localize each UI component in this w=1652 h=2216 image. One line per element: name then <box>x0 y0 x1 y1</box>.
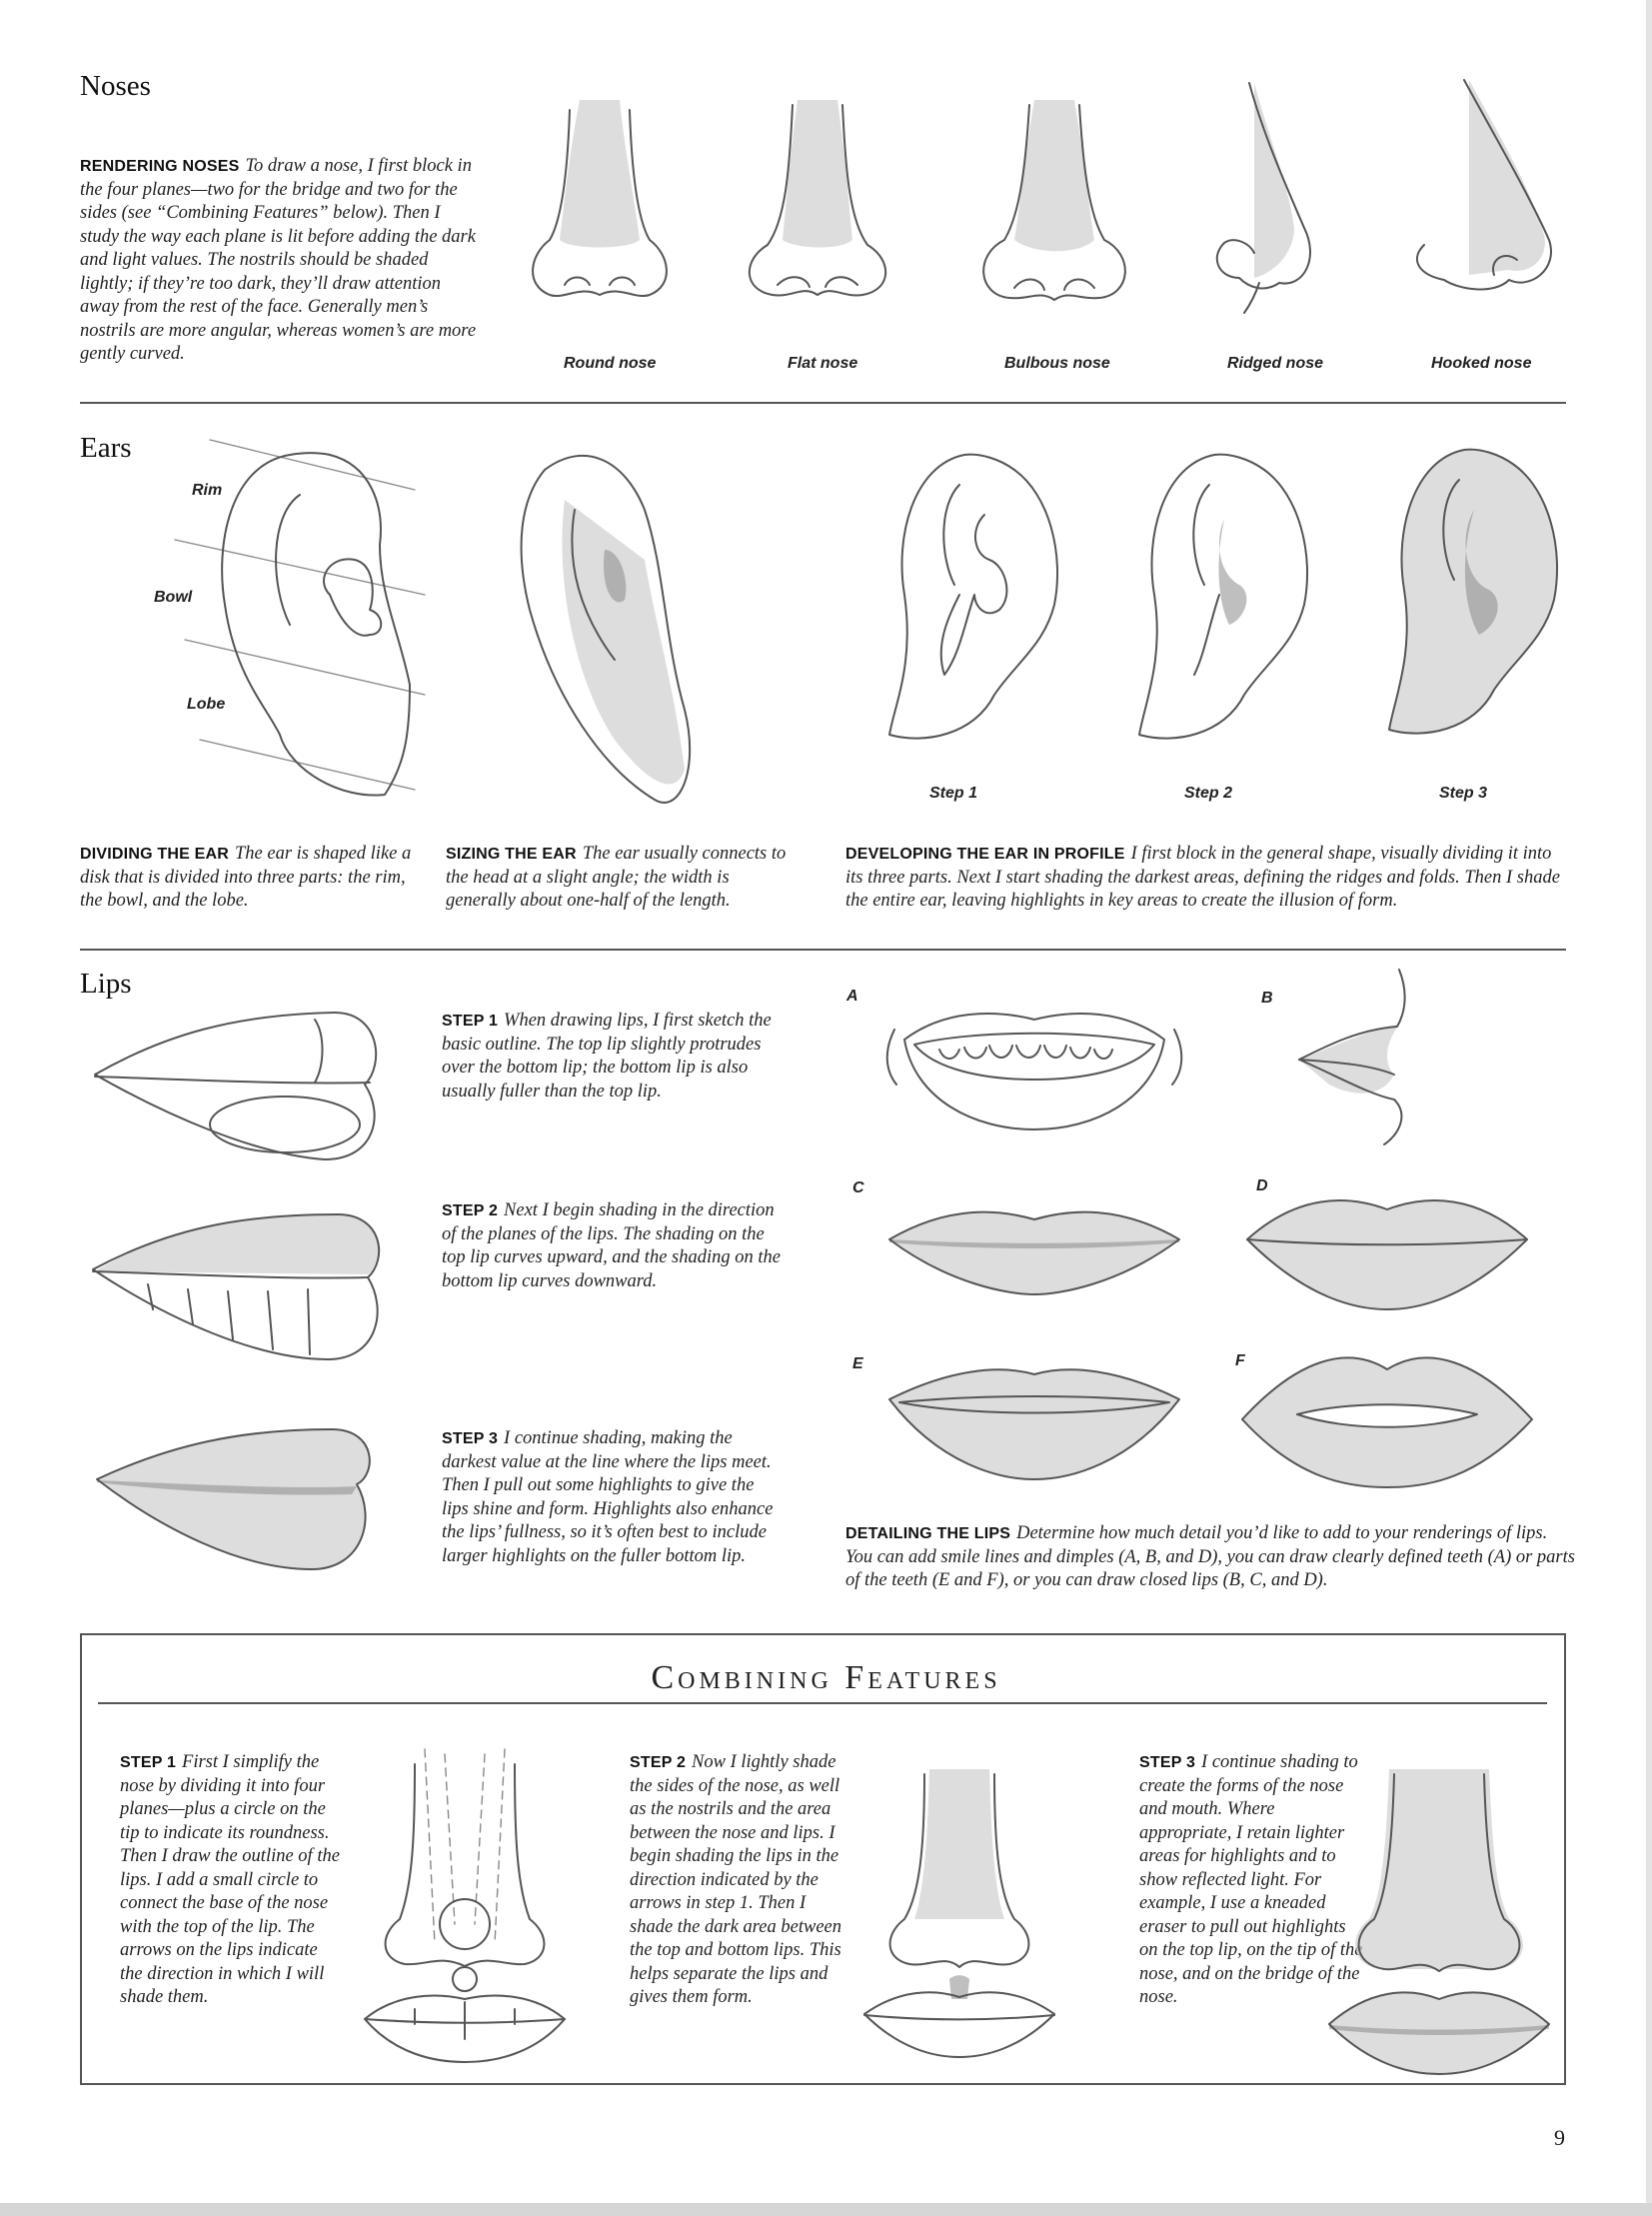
detailing-lips-lead: DETAILING THE LIPS <box>845 1525 1011 1542</box>
sizing-ear-text: SIZING THE EAR The ear usually connects t… <box>446 843 791 914</box>
bulbous-nose-sketch <box>982 100 1126 301</box>
combining-step2-sketch <box>863 1769 1055 2058</box>
combining-step1-text: STEP 1 First I simplify the nose by divid… <box>120 1751 340 2010</box>
developing-ear-text: DEVELOPING THE EAR IN PROFILE I first blo… <box>845 843 1569 914</box>
developing-ear-body: I first block in the general shape, visu… <box>845 844 1560 911</box>
right-edge-bar <box>1646 0 1652 2216</box>
lips-step1-body: When drawing lips, I first sketch the ba… <box>442 1011 772 1102</box>
lips-step3-sketch <box>96 1428 371 1570</box>
combining-features-rule <box>98 1702 1547 1704</box>
lips-label-a: A <box>846 988 858 1005</box>
combining-step2-text: STEP 2 Now I lightly shade the sides of t… <box>630 1751 844 2010</box>
flat-nose-sketch <box>748 100 887 297</box>
page-number: 9 <box>1554 2125 1565 2150</box>
detailing-lips-body: Determine how much detail you’d like to … <box>845 1523 1575 1590</box>
combining-step1-body: First I simplify the nose by dividing it… <box>120 1752 340 2007</box>
dividing-ear-body: The ear is shaped like a disk that is di… <box>80 844 412 911</box>
ridged-nose-sketch <box>1215 82 1311 314</box>
hooked-nose-caption: Hooked nose <box>1431 355 1532 372</box>
ear-step1-sketch <box>888 453 1058 740</box>
developing-ear-lead: DEVELOPING THE EAR IN PROFILE <box>845 846 1125 863</box>
ear-rim-label: Rim <box>192 482 223 499</box>
ear-bowl-label: Bowl <box>154 589 193 606</box>
sizing-ear-body: The ear usually connects to the head at … <box>446 844 787 911</box>
dividing-ear-lead: DIVIDING THE EAR <box>80 846 229 863</box>
lips-b-sketch <box>1298 969 1406 1145</box>
lips-d-sketch <box>1246 1199 1528 1310</box>
noses-divider <box>80 402 1566 404</box>
combining-step2-body: Now I lightly shade the sides of the nos… <box>630 1752 842 2007</box>
bottom-edge-bar <box>0 2203 1652 2216</box>
combining-step3-lead: STEP 3 <box>1139 1754 1196 1771</box>
angled-ear-sketch <box>520 454 692 804</box>
lips-step2-text: STEP 2 Next I begin shading in the direct… <box>442 1199 782 1293</box>
lips-step2-sketch <box>92 1213 381 1360</box>
ear-step2-sketch <box>1138 453 1308 740</box>
lips-step1-sketch <box>94 1012 378 1160</box>
rendering-noses-text: RENDERING NOSES To draw a nose, I first b… <box>80 155 480 367</box>
lips-label-d: D <box>1256 1177 1268 1194</box>
ear-diagram-sketch <box>174 439 426 797</box>
lips-step1-lead: STEP 1 <box>442 1013 499 1030</box>
ear-step3-sketch <box>1388 448 1558 735</box>
ears-divider <box>80 949 1566 951</box>
lips-label-f: F <box>1235 1352 1245 1369</box>
combining-features-title: Combining Features <box>651 1659 1001 1696</box>
noses-heading: Noses <box>80 70 151 102</box>
dividing-ear-text: DIVIDING THE EAR The ear is shaped like a… <box>80 843 430 914</box>
ridged-nose-caption: Ridged nose <box>1227 355 1324 372</box>
combining-step3-body: I continue shading to create the forms o… <box>1139 1752 1363 2007</box>
ear-step1-caption: Step 1 <box>929 785 978 802</box>
ear-lobe-label: Lobe <box>187 696 226 713</box>
ears-heading: Ears <box>80 432 132 464</box>
flat-nose-caption: Flat nose <box>788 355 858 372</box>
lips-f-sketch <box>1241 1356 1533 1488</box>
combining-step2-lead: STEP 2 <box>630 1754 687 1771</box>
combining-step3-sketch <box>1328 1769 1550 2075</box>
lips-label-c: C <box>852 1179 864 1196</box>
combining-features-box <box>80 1633 1566 2085</box>
sizing-ear-lead: SIZING THE EAR <box>446 846 577 863</box>
combining-step1-sketch <box>364 1748 566 2063</box>
round-nose-caption: Round nose <box>564 355 657 372</box>
lips-e-sketch <box>888 1368 1180 1480</box>
lips-step1-text: STEP 1 When drawing lips, I first sketch … <box>442 1010 782 1104</box>
hooked-nose-sketch <box>1415 79 1552 291</box>
lips-step3-lead: STEP 3 <box>442 1430 499 1447</box>
lips-heading: Lips <box>80 968 132 1000</box>
ear-step2-caption: Step 2 <box>1184 785 1233 802</box>
lips-step2-lead: STEP 2 <box>442 1202 499 1219</box>
detailing-lips-text: DETAILING THE LIPS Determine how much det… <box>845 1522 1575 1593</box>
rendering-noses-lead: RENDERING NOSES <box>80 158 240 175</box>
lips-step2-body: Next I begin shading in the direction of… <box>442 1200 781 1291</box>
lips-c-sketch <box>888 1210 1180 1295</box>
round-nose-sketch <box>532 100 668 298</box>
bulbous-nose-caption: Bulbous nose <box>1004 355 1110 372</box>
combining-step1-lead: STEP 1 <box>120 1754 177 1771</box>
lips-label-b: B <box>1261 990 1273 1007</box>
rendering-noses-body: To draw a nose, I first block in the fou… <box>80 156 477 364</box>
lips-a-sketch <box>885 1013 1183 1130</box>
lips-step3-body: I continue shading, making the darkest v… <box>442 1428 774 1566</box>
ear-step3-caption: Step 3 <box>1439 785 1488 802</box>
lips-label-e: E <box>852 1355 863 1372</box>
